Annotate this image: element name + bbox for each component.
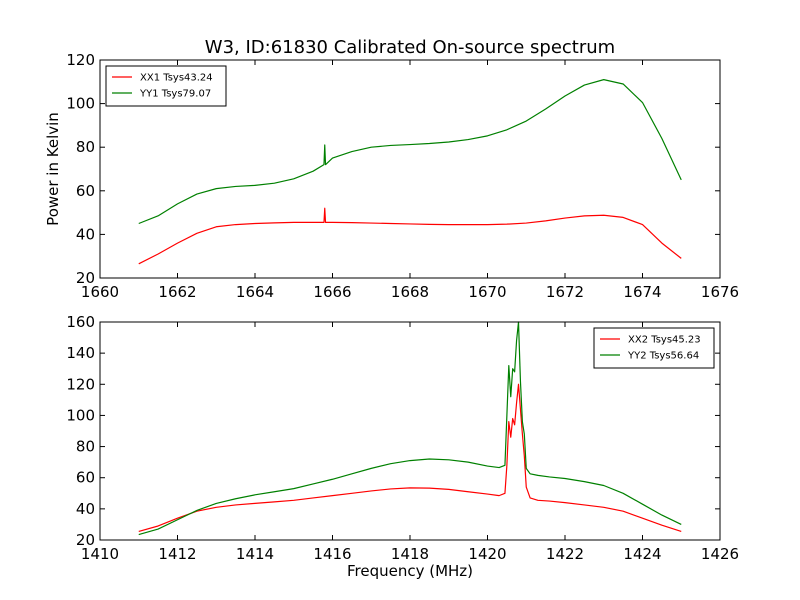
chart1-series-line-0: [138, 383, 682, 533]
top-chart: 1660 1662 1664 1666 1668 1670 1672 1674 1676 20 40…: [44, 51, 739, 301]
chart1-y-tick-label-6: 140: [66, 344, 95, 362]
chart1-x-tick-label-3: 1416: [313, 545, 351, 563]
chart1-x-tick-label-8: 1426: [701, 545, 739, 563]
chart0-y-tick-label-2: 60: [76, 182, 95, 200]
chart0-series-line-0: [138, 207, 682, 265]
chart0-series-line-1: [138, 79, 682, 225]
chart1-y-tick-label-0: 20: [76, 531, 95, 549]
chart1-y-tick-label-4: 100: [66, 406, 95, 424]
chart1-x-axis-label: Frequency (MHz): [347, 562, 473, 580]
chart1-x-tick-label-1: 1412: [158, 545, 196, 563]
chart1-x-tick-label-7: 1424: [623, 545, 661, 563]
chart0-x-tick-label-6: 1672: [546, 283, 584, 301]
chart0-y-axis-label: Power in Kelvin: [44, 112, 62, 226]
bottom-chart: 1410 1412 1414 1416 1418 1420 1422 1424 1426 20 40…: [66, 313, 739, 580]
chart1-legend-label-0: XX2 Tsys45.23: [628, 335, 701, 346]
chart0-legend-box: [105, 65, 227, 107]
chart0-y-tick-label-4: 100: [66, 95, 95, 113]
chart0-y-tick-label-0: 20: [76, 269, 95, 287]
chart1-x-tick-label-0: 1410: [81, 545, 119, 563]
chart0-x-tick-label-5: 1670: [468, 283, 506, 301]
chart1-legend: XX2 Tsys45.23 YY2 Tsys56.64: [593, 327, 715, 369]
chart1-y-tick-label-2: 60: [76, 469, 95, 487]
chart0-y-tick-label-1: 40: [76, 225, 95, 243]
chart0-x-tick-label-0: 1660: [81, 283, 119, 301]
chart0-x-tick-label-4: 1668: [391, 283, 429, 301]
chart1-y-tick-label-7: 160: [66, 313, 95, 331]
chart1-x-tick-label-2: 1414: [236, 545, 274, 563]
chart0-x-tick-label-2: 1664: [236, 283, 274, 301]
chart1-legend-label-1: YY2 Tsys56.64: [627, 351, 699, 362]
chart0-legend-label-0: XX1 Tsys43.24: [140, 73, 213, 84]
chart0-x-tick-label-3: 1666: [313, 283, 351, 301]
chart1-x-tick-label-6: 1422: [546, 545, 584, 563]
chart1-series-line-1: [138, 321, 682, 536]
chart1-x-tick-label-5: 1420: [468, 545, 506, 563]
chart1-legend-box: [593, 327, 715, 369]
chart1-x-tick-label-4: 1418: [391, 545, 429, 563]
chart0-x-tick-label-7: 1674: [623, 283, 661, 301]
chart0-legend-label-1: YY1 Tsys79.07: [139, 89, 211, 100]
chart1-y-tick-label-1: 40: [76, 500, 95, 518]
chart0-y-tick-label-3: 80: [76, 138, 95, 156]
chart-title: W3, ID:61830 Calibrated On-source spectr…: [205, 37, 615, 58]
chart0-legend: XX1 Tsys43.24 YY1 Tsys79.07: [105, 65, 227, 107]
chart1-y-tick-label-3: 80: [76, 438, 95, 456]
chart0-x-tick-label-8: 1676: [701, 283, 739, 301]
chart1-y-tick-label-5: 120: [66, 375, 95, 393]
chart0-y-tick-label-5: 120: [66, 51, 95, 69]
chart0-x-tick-label-1: 1662: [158, 283, 196, 301]
